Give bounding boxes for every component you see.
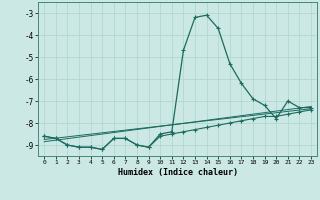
X-axis label: Humidex (Indice chaleur): Humidex (Indice chaleur) <box>118 168 238 177</box>
